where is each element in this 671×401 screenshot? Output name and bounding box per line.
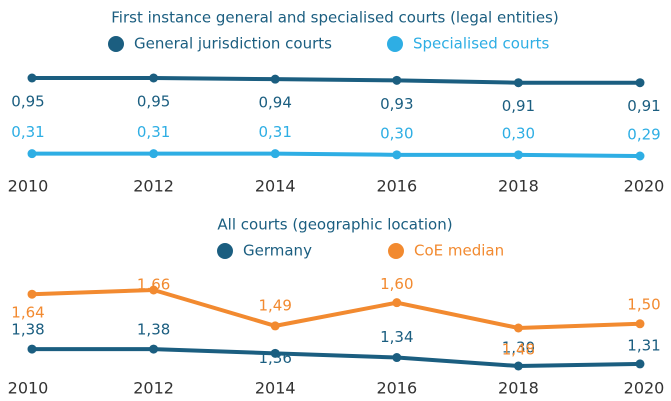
legend-marker [387, 36, 403, 52]
point [27, 289, 37, 299]
data-label: 1,49 [258, 296, 291, 314]
point [392, 75, 402, 85]
line [32, 76, 640, 85]
x-tick-label: 2018 [498, 177, 539, 196]
point [513, 150, 523, 160]
x-tick-label: 2016 [376, 379, 417, 398]
data-label: 0,91 [502, 97, 535, 115]
chart-title: First instance general and specialised c… [111, 9, 558, 27]
data-label: 0,31 [258, 123, 291, 141]
point [149, 344, 159, 354]
x-tick-label: 2010 [8, 379, 49, 398]
point [392, 298, 402, 308]
legend-label: Germany [243, 242, 312, 260]
legend-marker [108, 36, 124, 52]
data-label: 1,36 [258, 349, 291, 367]
point [149, 149, 159, 159]
data-label: 1,60 [380, 275, 413, 293]
x-tick-label: 2010 [8, 177, 49, 196]
point [635, 78, 645, 88]
data-label: 1,66 [137, 276, 170, 294]
data-label: 0,29 [627, 126, 660, 144]
data-label: 0,30 [380, 124, 413, 142]
data-label: 1,31 [627, 336, 660, 354]
point [270, 149, 280, 159]
legend-marker [388, 243, 404, 259]
point [513, 323, 523, 333]
x-tick-label: 2014 [255, 379, 296, 398]
data-label: 1,50 [627, 295, 660, 313]
x-tick-label: 2016 [376, 177, 417, 196]
line [31, 287, 641, 331]
x-tick-label: 2012 [133, 177, 174, 196]
point [27, 344, 37, 354]
data-label: 0,31 [137, 123, 170, 141]
line [32, 347, 641, 369]
data-label: 1,30 [502, 339, 535, 357]
x-tick-label: 2014 [255, 177, 296, 196]
data-label: 0,31 [11, 123, 44, 141]
point [149, 285, 159, 295]
point [513, 78, 523, 88]
point [270, 348, 280, 358]
legend-label: CoE median [414, 242, 504, 260]
chart-title: All courts (geographic location) [217, 216, 452, 234]
point [513, 361, 523, 371]
x-tick-label: 2018 [498, 379, 539, 398]
legend-marker [217, 243, 233, 259]
data-label: 1,38 [11, 321, 44, 339]
point [149, 73, 159, 83]
point [392, 353, 402, 363]
data-label: 1,34 [380, 328, 413, 346]
x-tick-label: 2012 [133, 379, 174, 398]
legend-label: Specialised courts [413, 35, 550, 53]
point [635, 359, 645, 369]
point [635, 319, 645, 329]
point [270, 74, 280, 84]
data-label: 1,48 [502, 341, 535, 359]
point [635, 151, 645, 161]
legend-label: General jurisdiction courts [134, 35, 332, 53]
point [27, 73, 37, 83]
data-label: 0,95 [11, 93, 44, 111]
data-label: 0,91 [627, 97, 660, 115]
data-label: 0,94 [258, 94, 291, 112]
data-label: 0,95 [137, 93, 170, 111]
data-label: 1,64 [11, 304, 44, 322]
point [392, 150, 402, 160]
point [270, 321, 280, 331]
line [32, 151, 641, 158]
x-tick-label: 2020 [624, 177, 665, 196]
x-tick-label: 2020 [624, 379, 665, 398]
data-label: 0,30 [502, 124, 535, 142]
data-label: 0,93 [380, 95, 413, 113]
point [27, 149, 37, 159]
data-label: 1,38 [137, 321, 170, 339]
